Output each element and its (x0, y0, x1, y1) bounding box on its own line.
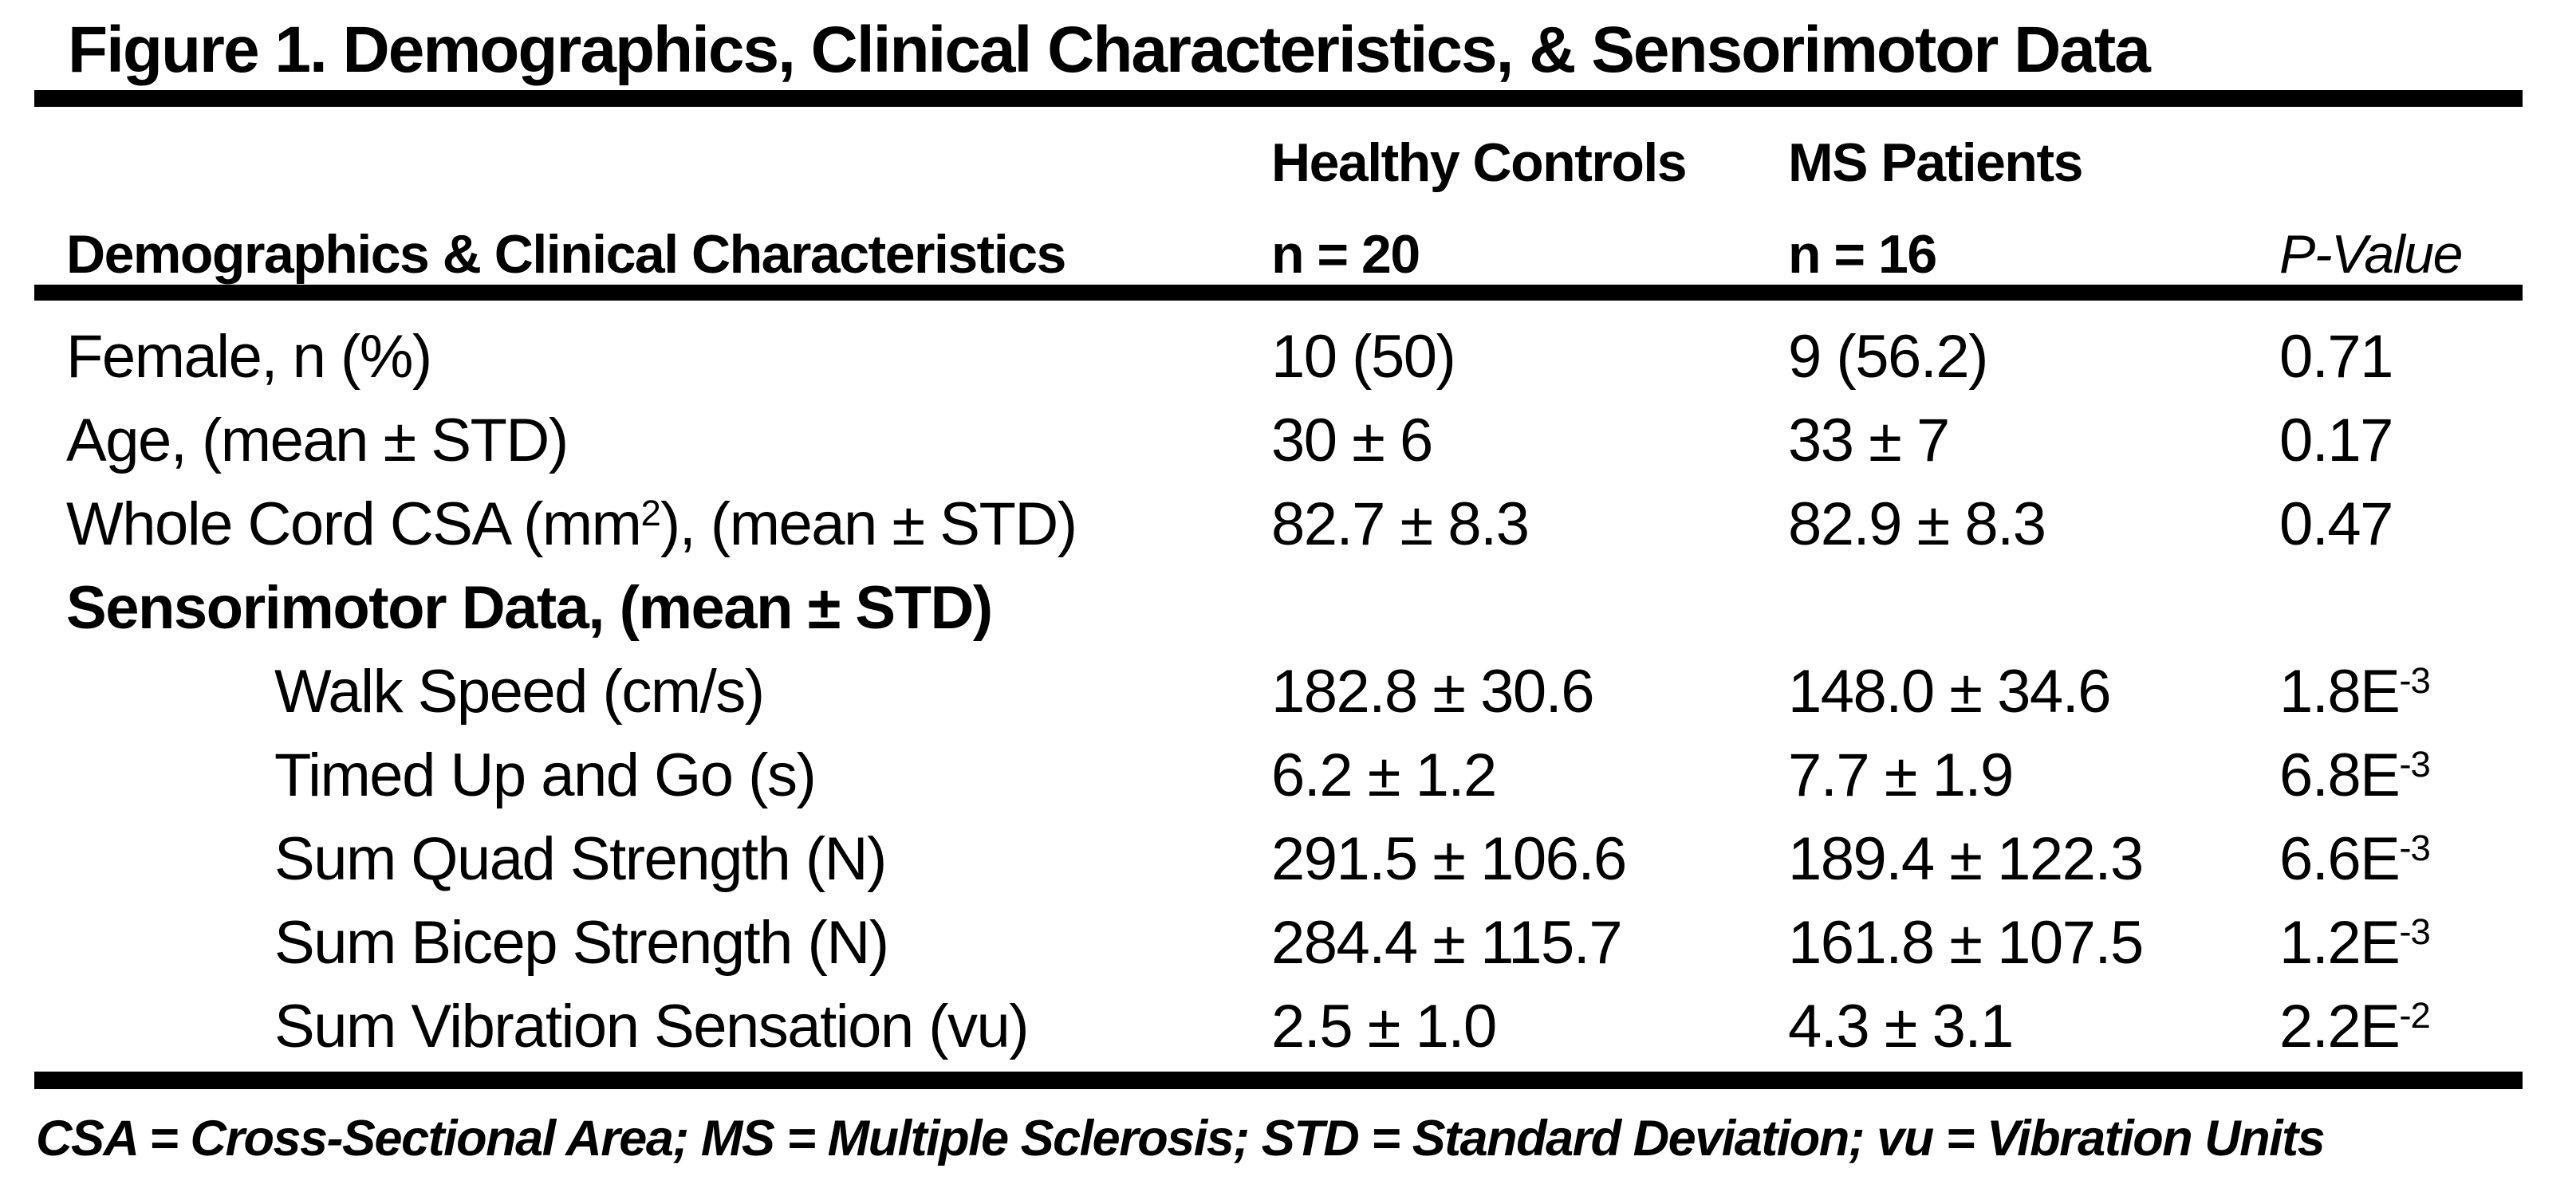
cell-p-value: 0.47 (2279, 490, 2393, 558)
row-label-text: Whole Cord CSA (mm (66, 490, 642, 558)
p-value-exponent: -3 (2399, 744, 2431, 785)
cell-p-value: 6.6E-3 (2279, 824, 2542, 894)
cell-ms-patients: 189.4 ± 122.3 (1788, 825, 2144, 893)
row-label: Sum Vibration Sensation (vu) (274, 993, 1030, 1060)
cell-p-value: 6.8E-3 (2279, 741, 2542, 810)
cell-ms-patients: 7.7 ± 1.9 (1788, 742, 2014, 809)
column-header-demographics: Demographics & Clinical Characteristics (66, 224, 1066, 285)
column-header-p-value: P-Value (2279, 224, 2463, 285)
cell-healthy-controls: 291.5 ± 106.6 (1271, 825, 1627, 893)
p-value-base: 2.2E (2279, 993, 2401, 1060)
cell-ms-patients: 148.0 ± 34.6 (1788, 658, 2112, 726)
table-row: Sum Bicep Strength (N) 284.4 ± 115.7 161… (66, 901, 2542, 985)
p-value-exponent: -3 (2399, 911, 2431, 953)
table-row: Sum Quad Strength (N) 291.5 ± 106.6 189.… (66, 817, 2542, 901)
column-header-ms-patients: MS Patients (1788, 132, 2083, 193)
p-value-base: 6.8E (2279, 742, 2401, 809)
row-label: Walk Speed (cm/s) (274, 658, 765, 726)
cell-healthy-controls: 82.7 ± 8.3 (1271, 490, 1530, 558)
p-value-base: 1.8E (2279, 658, 2401, 726)
healthy-controls-sample-size: n = 20 (1271, 224, 1420, 285)
row-label: Age, (mean ± STD) (66, 407, 569, 474)
cell-healthy-controls: 182.8 ± 30.6 (1271, 658, 1595, 726)
table-row: Sum Vibration Sensation (vu) 2.5 ± 1.0 4… (66, 985, 2542, 1068)
p-value-base: 1.2E (2279, 909, 2401, 977)
p-value-exponent: -2 (2399, 995, 2431, 1037)
table-row: Timed Up and Go (s) 6.2 ± 1.2 7.7 ± 1.9 … (66, 734, 2542, 817)
cell-p-value: 2.2E-2 (2279, 992, 2542, 1061)
superscript: 2 (640, 493, 661, 534)
figure-title: Figure 1. Demographics, Clinical Charact… (68, 14, 2151, 86)
footnote: CSA = Cross-Sectional Area; MS = Multipl… (36, 1111, 2326, 1166)
header-rule (34, 285, 2523, 301)
row-label-text: ), (mean ± STD) (660, 490, 1077, 558)
table-row: Female, n (%) 10 (50) 9 (56.2) 0.71 (66, 315, 2542, 399)
row-label: Sum Quad Strength (N) (274, 825, 887, 893)
table-header: Healthy Controls MS Patients Demographic… (66, 116, 2542, 299)
row-label: Timed Up and Go (s) (274, 742, 817, 809)
table-section-row: Sensorimotor Data, (mean ± STD) (66, 566, 2542, 650)
section-label: Sensorimotor Data, (mean ± STD) (66, 574, 993, 642)
table-row: Walk Speed (cm/s) 182.8 ± 30.6 148.0 ± 3… (66, 650, 2542, 734)
cell-ms-patients: 33 ± 7 (1788, 407, 1950, 474)
cell-p-value: 0.71 (2279, 323, 2393, 391)
cell-ms-patients: 82.9 ± 8.3 (1788, 490, 2046, 558)
table-body: Female, n (%) 10 (50) 9 (56.2) 0.71 Age,… (66, 315, 2542, 1068)
p-value-exponent: -3 (2399, 828, 2431, 869)
p-value-exponent: -3 (2399, 660, 2431, 702)
p-value-base: 6.6E (2279, 825, 2401, 893)
row-label: Sum Bicep Strength (N) (274, 909, 889, 977)
cell-ms-patients: 9 (56.2) (1788, 323, 1988, 391)
cell-healthy-controls: 30 ± 6 (1271, 407, 1433, 474)
column-header-healthy-controls: Healthy Controls (1271, 132, 1688, 193)
cell-healthy-controls: 10 (50) (1271, 323, 1456, 391)
cell-healthy-controls: 284.4 ± 115.7 (1271, 909, 1623, 977)
ms-patients-sample-size: n = 16 (1788, 224, 1937, 285)
cell-p-value: 1.2E-3 (2279, 908, 2542, 978)
cell-ms-patients: 161.8 ± 107.5 (1788, 909, 2144, 977)
cell-healthy-controls: 6.2 ± 1.2 (1271, 742, 1497, 809)
bottom-rule (34, 1072, 2523, 1089)
table-row: Age, (mean ± STD) 30 ± 6 33 ± 7 0.17 (66, 399, 2542, 482)
cell-ms-patients: 4.3 ± 3.1 (1788, 993, 2014, 1060)
row-label: Whole Cord CSA (mm2), (mean ± STD) (66, 490, 1271, 559)
cell-p-value: 0.17 (2279, 407, 2393, 474)
cell-healthy-controls: 2.5 ± 1.0 (1271, 993, 1497, 1060)
row-label: Female, n (%) (66, 323, 432, 391)
top-rule (34, 90, 2523, 107)
cell-p-value: 1.8E-3 (2279, 657, 2542, 726)
table-row: Whole Cord CSA (mm2), (mean ± STD) 82.7 … (66, 482, 2542, 566)
